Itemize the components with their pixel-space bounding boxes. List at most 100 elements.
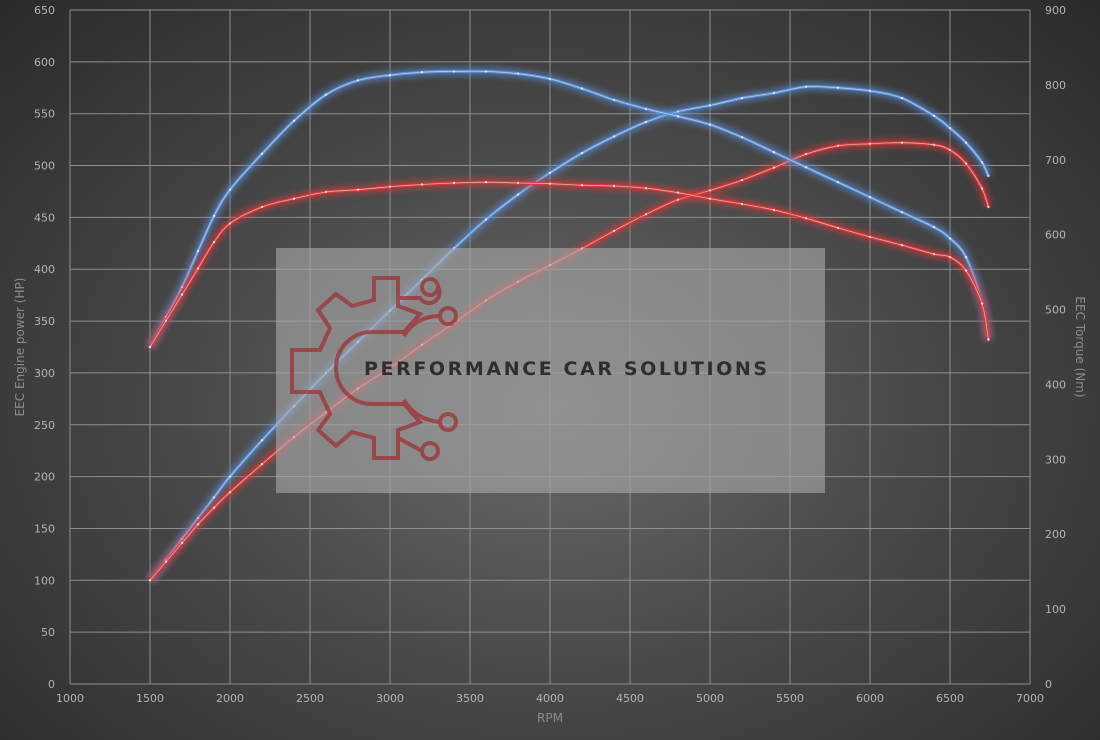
- data-point: [932, 252, 936, 256]
- data-point: [868, 196, 872, 199]
- data-point: [212, 496, 216, 499]
- series-layer: [146, 66, 993, 584]
- data-point: [740, 96, 744, 100]
- data-point: [516, 193, 520, 196]
- data-point: [260, 439, 264, 442]
- data-point: [964, 255, 968, 259]
- data-point: [804, 217, 808, 220]
- data-point: [164, 319, 168, 322]
- data-point: [948, 255, 952, 259]
- data-point: [484, 181, 488, 184]
- data-point: [580, 184, 584, 187]
- x-tick-label: 6000: [856, 692, 884, 705]
- data-point: [228, 222, 232, 225]
- x-tick-label: 3500: [456, 692, 484, 705]
- data-point: [148, 579, 152, 582]
- data-point: [836, 226, 840, 230]
- y-tick-label-left: 500: [34, 160, 55, 173]
- data-point: [580, 151, 584, 155]
- series-highlight: [149, 86, 989, 581]
- y-tick-label-right: 400: [1045, 378, 1066, 391]
- data-point: [292, 119, 296, 123]
- y-tick-label-left: 350: [34, 315, 55, 328]
- x-tick-label: 4500: [616, 692, 644, 705]
- data-point: [900, 96, 904, 100]
- x-tick-label: 6500: [936, 692, 964, 705]
- data-point: [900, 211, 904, 214]
- data-point: [772, 91, 776, 95]
- data-point: [804, 152, 808, 156]
- data-point: [836, 86, 840, 90]
- data-point: [612, 135, 616, 138]
- data-point: [948, 237, 952, 240]
- data-point: [612, 184, 616, 188]
- watermark: PERFORMANCE CAR SOLUTIONS: [276, 248, 825, 493]
- data-point: [708, 123, 712, 126]
- data-point: [932, 114, 936, 118]
- data-point: [708, 104, 712, 107]
- data-point: [804, 85, 808, 88]
- data-point: [212, 214, 216, 218]
- y-tick-label-left: 0: [48, 678, 55, 691]
- data-point: [868, 142, 872, 145]
- data-point: [180, 293, 184, 296]
- x-tick-label: 5000: [696, 692, 724, 705]
- data-point: [987, 205, 990, 209]
- data-point: [836, 144, 840, 147]
- data-point: [740, 202, 744, 206]
- data-point: [228, 475, 232, 478]
- y-tick-label-left: 650: [34, 4, 55, 17]
- data-point: [644, 107, 648, 111]
- data-point: [260, 205, 264, 209]
- data-point: [196, 267, 200, 270]
- y-tick-label-left: 100: [34, 574, 55, 587]
- data-point: [212, 506, 216, 509]
- data-point: [388, 74, 392, 77]
- data-point: [292, 197, 296, 200]
- y-tick-label-right: 500: [1045, 304, 1066, 317]
- data-point: [420, 183, 424, 186]
- y-tick-label-left: 250: [34, 419, 55, 432]
- series-power-tuned: [146, 81, 993, 584]
- y-tick-label-right: 800: [1045, 79, 1066, 92]
- data-point: [260, 463, 264, 466]
- watermark-text: PERFORMANCE CAR SOLUTIONS: [364, 358, 770, 380]
- x-tick-label: 5500: [776, 692, 804, 705]
- data-point: [644, 120, 648, 124]
- data-point: [964, 162, 968, 165]
- data-point: [324, 190, 328, 194]
- data-point: [548, 77, 552, 81]
- data-point: [388, 185, 392, 188]
- data-point: [324, 93, 328, 96]
- data-point: [676, 115, 680, 118]
- data-point: [644, 213, 648, 216]
- y-tick-label-left: 200: [34, 471, 55, 484]
- data-point: [740, 136, 744, 139]
- data-point: [148, 345, 152, 349]
- data-point: [516, 72, 520, 75]
- data-point: [548, 171, 552, 174]
- data-point: [452, 181, 456, 185]
- data-point: [420, 71, 424, 74]
- data-point: [644, 187, 648, 190]
- y-tick-label-right: 900: [1045, 4, 1066, 17]
- y-tick-label-left: 450: [34, 211, 55, 224]
- data-point: [740, 178, 744, 182]
- y-tick-label-right: 300: [1045, 453, 1066, 466]
- x-tick-label: 1500: [136, 692, 164, 705]
- data-point: [356, 79, 360, 82]
- data-point: [676, 191, 680, 194]
- data-point: [987, 338, 990, 341]
- data-point: [612, 229, 616, 233]
- y-tick-label-right: 700: [1045, 154, 1066, 167]
- data-point: [708, 189, 712, 192]
- logo-icon: [290, 276, 458, 461]
- y-tick-label-left: 150: [34, 522, 55, 535]
- data-point: [164, 560, 168, 563]
- data-point: [484, 70, 488, 73]
- data-point: [932, 143, 936, 146]
- data-point: [580, 87, 584, 90]
- series-torque-stock: [146, 177, 993, 350]
- y-tick-label-left: 300: [34, 367, 55, 380]
- data-point: [516, 181, 520, 185]
